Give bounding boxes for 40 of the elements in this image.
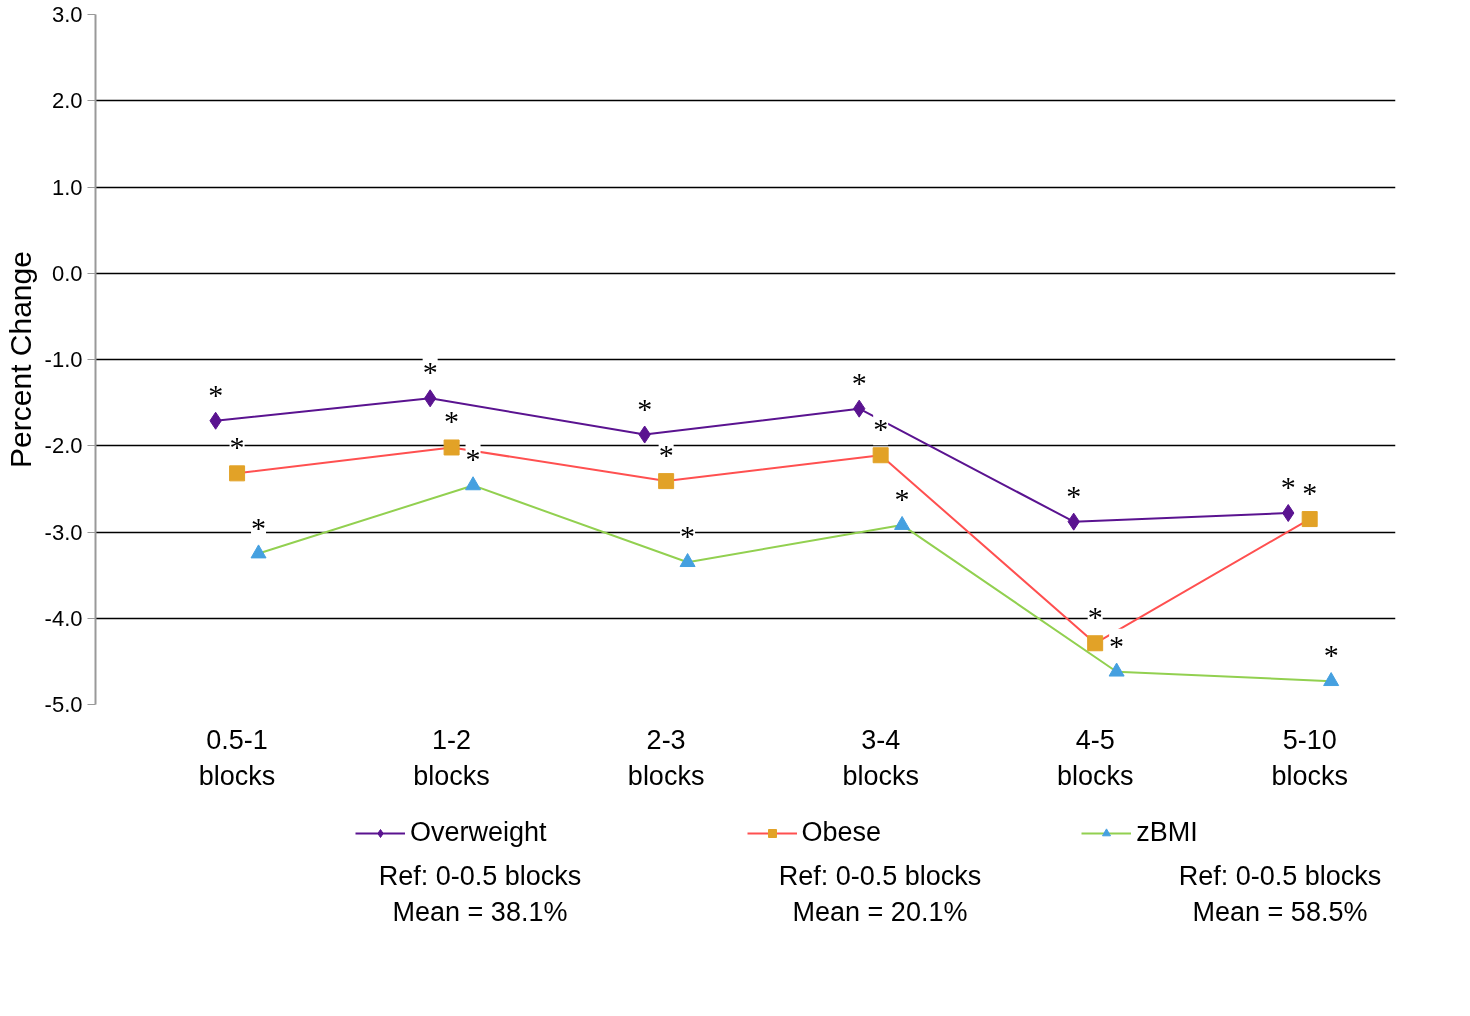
data-label: *	[229, 430, 245, 464]
data-label: *	[1323, 638, 1339, 672]
y-tick-label: -3.0	[44, 519, 83, 545]
y-tick-label: 0.0	[51, 260, 83, 286]
text: Ref: 0-0.5 blocks Mean = 58.5%	[1177, 860, 1383, 930]
data-label: *	[873, 412, 889, 446]
y-tick-label: -5.0	[44, 692, 83, 717]
y-axis-title: Percent Change	[3, 251, 37, 468]
x-tick-label: 0.5-1 blocks	[198, 724, 276, 791]
data-label: *	[1087, 600, 1103, 634]
y-tick-label: 3.0	[51, 2, 83, 27]
legend-label: Overweight	[410, 817, 547, 848]
y-tick-label: 1.0	[51, 174, 83, 200]
y-tick-label: -4.0	[44, 605, 83, 631]
x-tick-label: 1-2 blocks	[413, 724, 490, 791]
y-tick-label: 2.0	[51, 88, 83, 114]
x-tick-label: 2-3 blocks	[627, 724, 705, 791]
text: Ref: 0-0.5 blocks Mean = 20.1%	[777, 860, 983, 930]
data-label: *	[444, 404, 460, 438]
legend-label: zBMI	[1136, 817, 1198, 848]
data-label: *	[851, 365, 867, 399]
y-tick-label: -2.0	[44, 433, 83, 459]
x-tick-label: 4-5 blocks	[1056, 724, 1134, 791]
data-label: *	[1066, 478, 1082, 512]
data-label: *	[465, 442, 481, 476]
data-label: *	[1302, 476, 1318, 510]
data-label: *	[422, 355, 438, 389]
x-tick-label: 3-4 blocks	[842, 724, 919, 791]
data-label: *	[1109, 628, 1125, 662]
x-tick-label: 5-10 blocks	[1271, 724, 1348, 791]
data-label: *	[637, 391, 653, 425]
y-tick-label: -1.0	[44, 347, 83, 372]
legend-label: Obese	[801, 817, 882, 848]
data-label: *	[1280, 470, 1296, 504]
data-label: *	[680, 519, 696, 553]
data-label: *	[894, 482, 910, 516]
text: Ref: 0-0.5 blocks Mean = 38.1%	[377, 860, 583, 930]
data-label: *	[208, 377, 224, 411]
data-label: *	[658, 438, 674, 472]
data-label: *	[251, 510, 267, 544]
